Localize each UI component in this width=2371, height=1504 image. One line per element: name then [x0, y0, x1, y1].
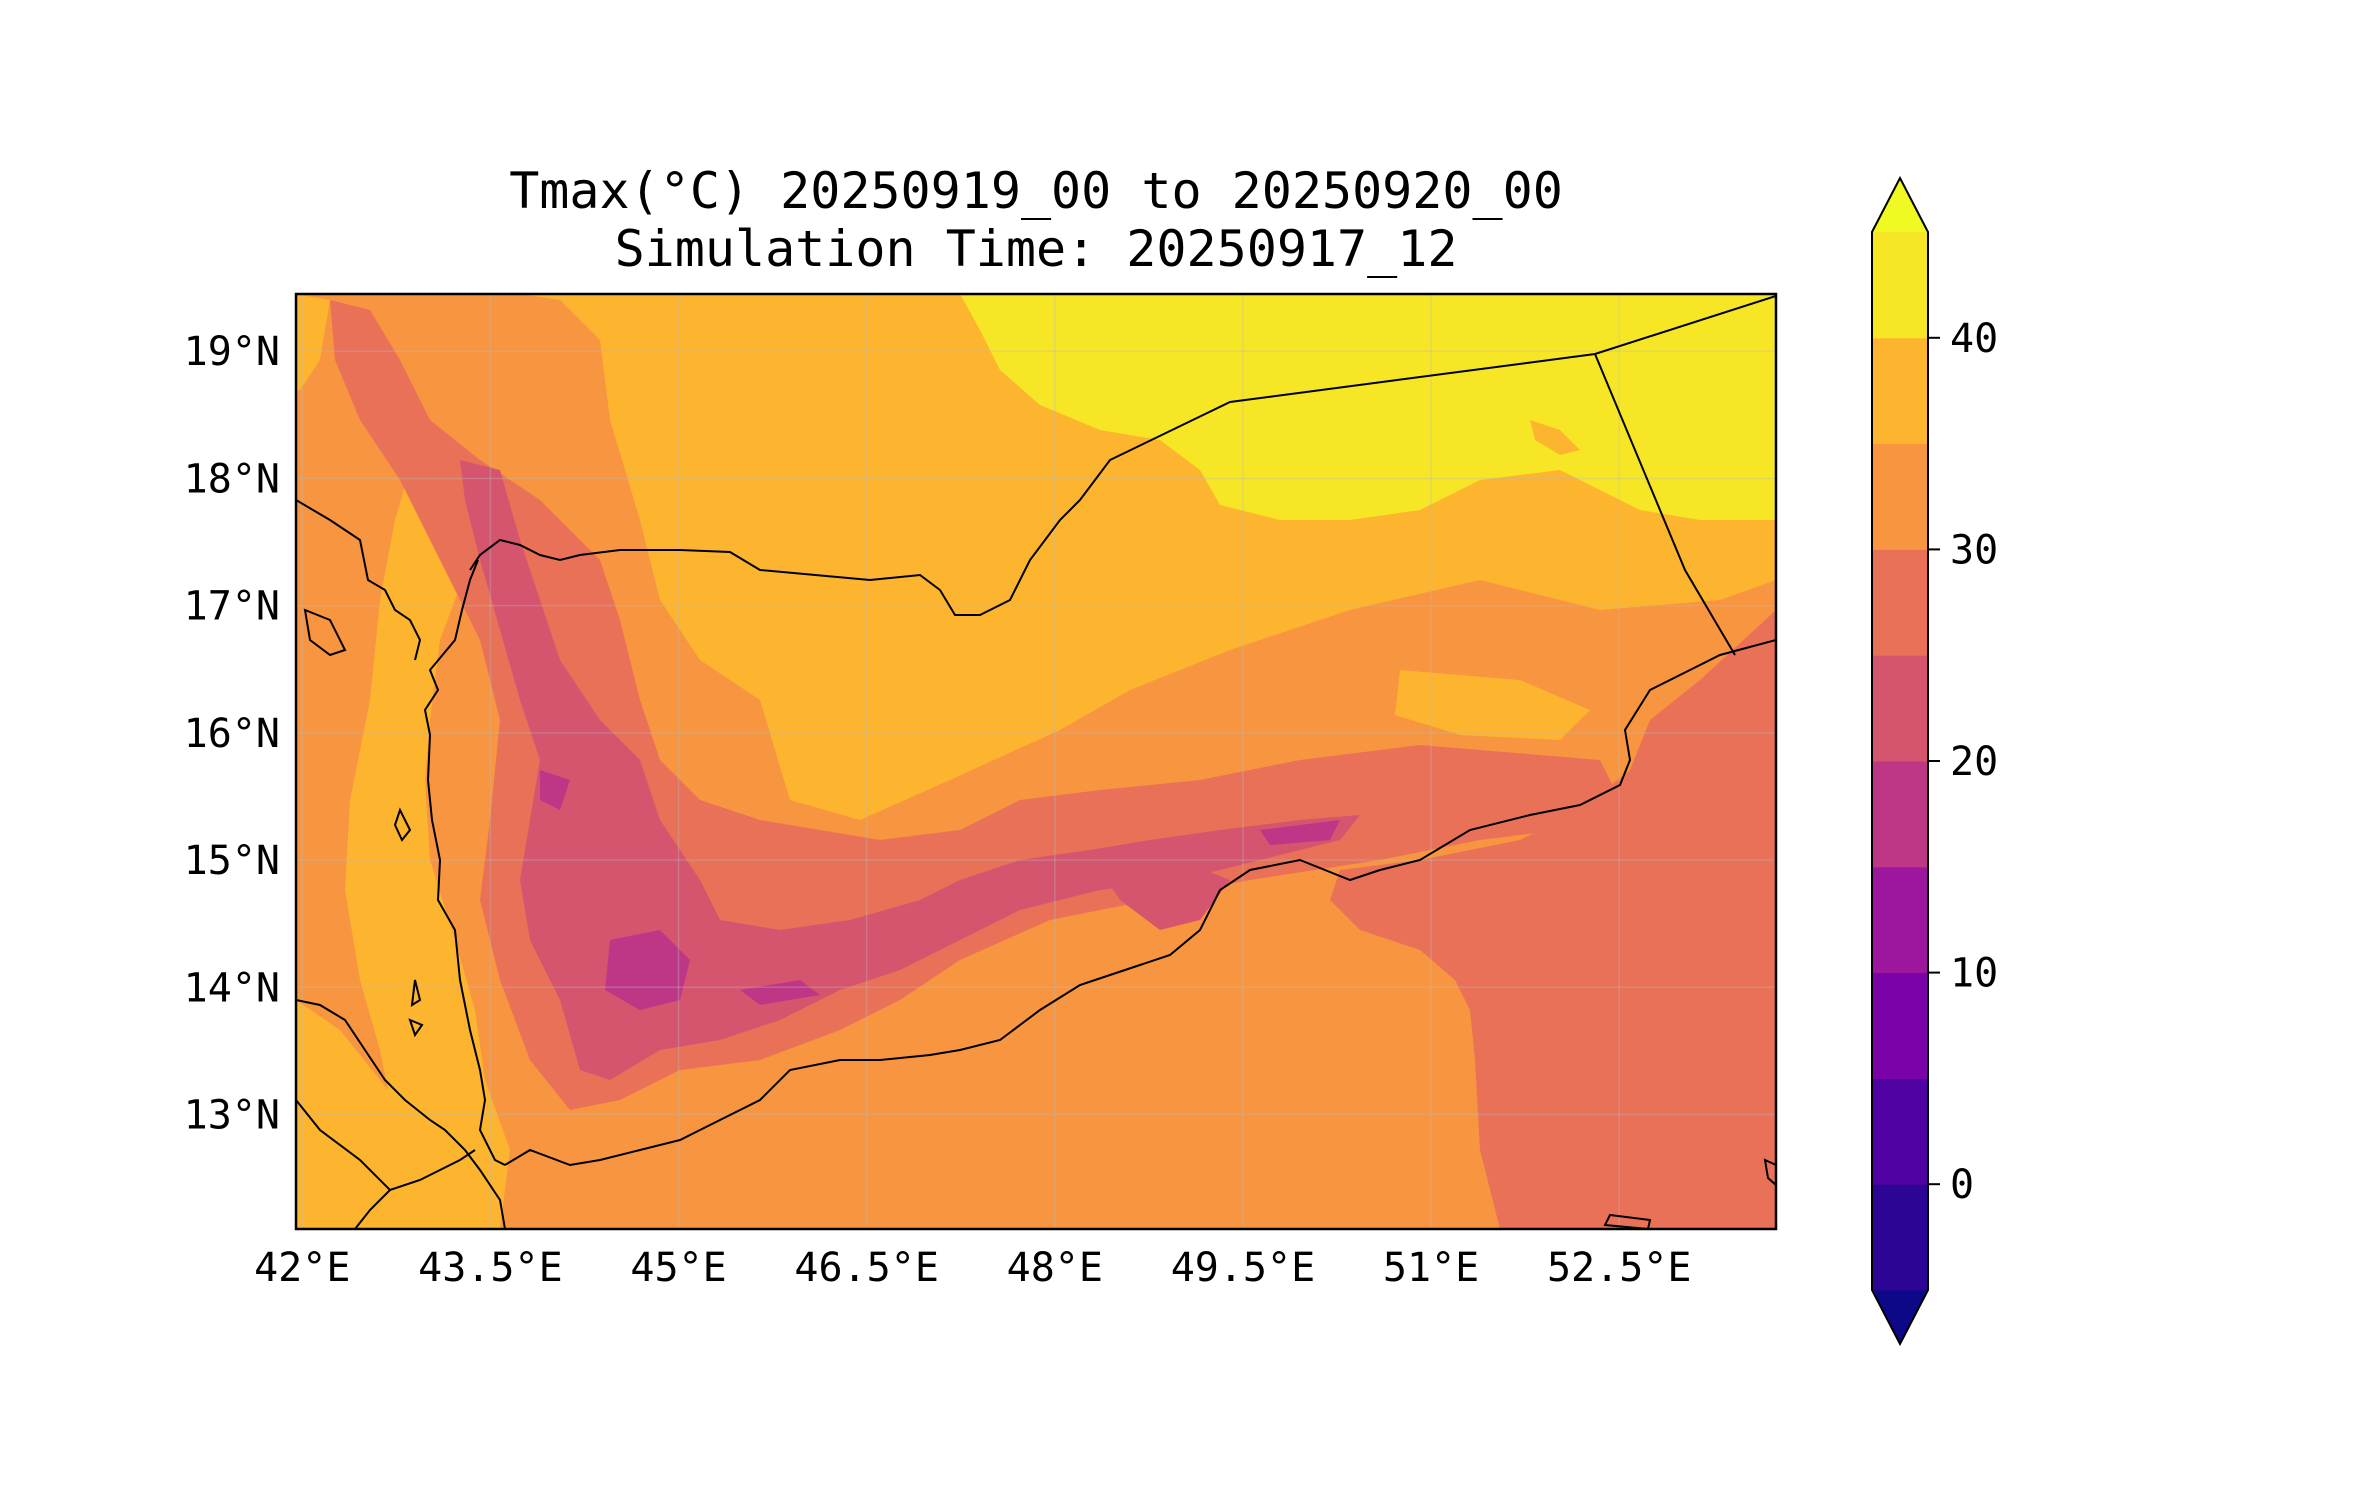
island-abd-al-kuri	[1763, 1158, 1776, 1187]
y-tick-label: 19°N	[184, 329, 280, 375]
map-gridlines	[296, 294, 1776, 1229]
map-subtitle: Simulation Time: 20250917_12	[614, 220, 1458, 278]
border-djibouti	[354, 1189, 391, 1229]
colorbar-tick-label: 40	[1950, 316, 1998, 362]
colorbar-tick-label: 20	[1950, 739, 1998, 785]
coastline-gulf-of-aden	[504, 639, 1776, 1167]
coastline-africa	[296, 499, 422, 661]
colorbar-over-extension	[1872, 178, 1928, 232]
field-band-20-25	[460, 460, 1360, 1080]
y-tick-label: 17°N	[184, 584, 280, 630]
field-band-35-40-east	[1395, 670, 1590, 740]
y-tick-label: 15°N	[184, 838, 280, 884]
colorbar-segment	[1872, 866, 1928, 974]
field-band-20-25-east	[1100, 860, 1230, 930]
island-kamaran	[410, 979, 422, 1007]
field-band-40-45	[960, 294, 1776, 520]
y-tick-label: 13°N	[184, 1093, 280, 1139]
colorbar-segment	[1872, 549, 1928, 656]
x-tick-label: 46.5°E	[794, 1245, 939, 1291]
colorbar-segment	[1872, 443, 1928, 550]
x-tick-label: 51°E	[1383, 1245, 1479, 1291]
field-band-15-20-c	[1260, 820, 1340, 845]
island-hanish	[393, 807, 412, 842]
map-frame	[294, 292, 1778, 1231]
colorbar-segment	[1872, 761, 1928, 868]
colorbar-segment	[1872, 232, 1928, 339]
colorbar-segment	[1872, 655, 1928, 762]
field-band-15-20-b	[605, 930, 690, 1010]
x-tick-label: 48°E	[1007, 1245, 1103, 1291]
border-yemen-saudi	[469, 295, 1776, 616]
map-panel: 42°E 43.5°E 45°E 46.5°E 48°E 49.5°E 51°E 52.5°E…	[184, 292, 1778, 1291]
colorbar-segment	[1872, 1078, 1928, 1185]
colorbar-tick-label: 0	[1950, 1162, 1974, 1208]
y-tick-label: 18°N	[184, 456, 280, 502]
colorbar-outline	[1871, 175, 1929, 1347]
field-band-35-40-nw	[296, 294, 330, 390]
x-tick-label: 52.5°E	[1547, 1245, 1692, 1291]
temperature-field	[296, 294, 1776, 1229]
coastlines-and-borders	[296, 295, 1776, 1229]
colorbar-tick-label: 10	[1950, 951, 1998, 997]
y-axis-ticks: 19°N 18°N 17°N 16°N 15°N 14°N 13°N	[184, 329, 280, 1138]
x-tick-label: 42°E	[254, 1245, 350, 1291]
y-tick-label: 16°N	[184, 711, 280, 757]
field-band-35-40-africa	[296, 1000, 440, 1229]
colorbar-segment	[1872, 337, 1928, 445]
colorbar-tick-label: 30	[1950, 527, 1998, 573]
island-socotra-arch	[1603, 1213, 1652, 1229]
island-zubair	[408, 1018, 424, 1038]
colorbar-under-extension	[1872, 1290, 1928, 1344]
colorbar-segment	[1872, 972, 1928, 1079]
coastline-red-sea-arabia	[423, 559, 506, 1166]
field-band-25-30-sea	[1330, 610, 1776, 1229]
x-tick-label: 45°E	[630, 1245, 726, 1291]
map-title: Tmax(°C) 20250919_00 to 20250920_00	[509, 162, 1563, 220]
colorbar: 0 10 20 30 40	[1871, 175, 1998, 1347]
border-yemen-oman	[1594, 353, 1736, 656]
x-axis-ticks: 42°E 43.5°E 45°E 46.5°E 48°E 49.5°E 51°E 52.5°E	[254, 1245, 1691, 1291]
x-tick-label: 43.5°E	[418, 1245, 563, 1291]
field-band-40-45-patch	[1530, 420, 1580, 455]
field-band-15-20-d	[740, 980, 820, 1005]
field-band-35-40-tihama	[345, 470, 510, 1229]
coastline-eritrea	[296, 999, 506, 1229]
island-farasan	[303, 608, 347, 657]
colorbar-segment	[1872, 1184, 1928, 1291]
field-band-15-20-a	[540, 770, 570, 810]
y-tick-label: 14°N	[184, 965, 280, 1011]
border-africa	[296, 1099, 476, 1192]
x-tick-label: 49.5°E	[1171, 1245, 1316, 1291]
